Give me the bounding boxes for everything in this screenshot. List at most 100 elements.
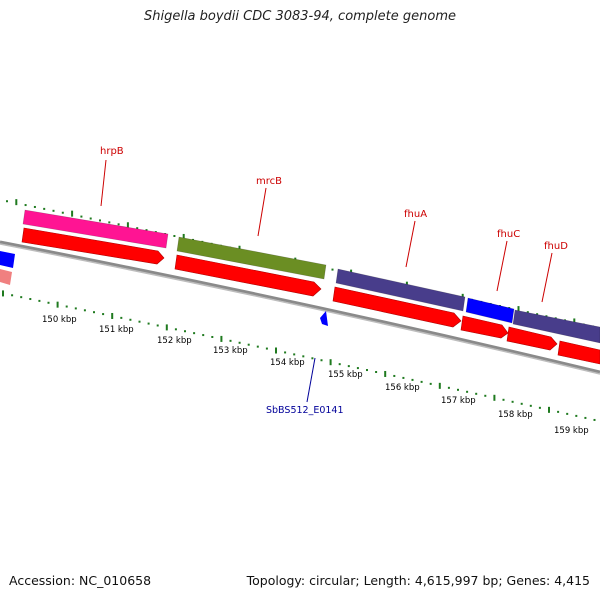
leader-line <box>405 220 416 268</box>
ruler-minor-tick <box>29 298 32 301</box>
ruler-minor-tick <box>129 318 132 321</box>
gene-labels: hrpB mrcB fhuA fhuC fhuD <box>100 146 568 303</box>
ruler-minor-tick <box>311 357 314 360</box>
ruler-label: 158 kbp <box>498 410 533 420</box>
cds-arrow[interactable] <box>21 227 165 265</box>
partial-pink-bar-left[interactable] <box>0 269 12 285</box>
ruler-minor-tick <box>211 335 214 338</box>
outer-minor-tick <box>61 211 64 214</box>
ruler-minor-tick <box>429 382 432 385</box>
cds-arrow[interactable] <box>557 340 600 365</box>
ruler-minor-tick <box>138 320 141 323</box>
outer-major-tick <box>126 222 129 229</box>
leader-line <box>496 240 508 292</box>
genome-backbone <box>0 240 600 374</box>
ruler-minor-tick <box>338 363 341 366</box>
outer-minor-tick <box>145 229 148 232</box>
ruler-minor-tick <box>184 330 186 333</box>
ruler-major-tick <box>111 312 114 319</box>
map-title: Shigella boydii CDC 3083-94, complete ge… <box>143 9 457 24</box>
ruler-minor-tick <box>502 398 505 401</box>
ruler-minor-tick <box>38 299 41 302</box>
outer-minor-tick <box>108 221 111 224</box>
ruler-minor-tick <box>393 374 396 377</box>
outer-minor-tick <box>331 268 334 271</box>
outer-minor-tick <box>6 200 8 203</box>
ruler-minor-tick <box>447 386 450 389</box>
fhuA-gene-bar[interactable] <box>335 268 466 312</box>
ruler-major-tick <box>548 406 550 413</box>
topology-text: Topology: circular; Length: 4,615,997 bp… <box>246 573 590 588</box>
ruler-minor-tick <box>256 345 259 348</box>
ruler-minor-tick <box>375 371 378 374</box>
gene-label-fhuC[interactable]: fhuC <box>497 229 520 240</box>
outer-minor-tick <box>545 315 548 318</box>
ruler-minor-tick <box>293 353 296 356</box>
misc-feature: SbBS512_E0141 <box>266 311 344 416</box>
gene-label-fhuD[interactable]: fhuD <box>544 241 568 252</box>
ruler-minor-tick <box>156 324 159 327</box>
ruler-minor-tick <box>93 311 95 314</box>
fhuC-gene-bar[interactable] <box>465 297 515 324</box>
ruler-minor-tick <box>247 343 250 346</box>
ruler-major-tick <box>56 301 59 308</box>
ruler-label: 159 kbp <box>554 426 589 436</box>
ruler-minor-tick <box>529 404 532 407</box>
gene-label-mrcB[interactable]: mrcB <box>256 176 282 187</box>
ruler-minor-tick <box>557 410 560 413</box>
misc-feature-marker[interactable] <box>320 311 328 326</box>
ruler-label: 153 kbp <box>213 346 248 356</box>
ruler-minor-tick <box>120 316 123 319</box>
ruler-minor-tick <box>566 412 569 415</box>
gene-track <box>0 209 600 344</box>
ruler-minor-tick <box>11 294 14 297</box>
ruler-minor-tick <box>402 376 405 379</box>
ruler-tick-row <box>2 290 596 421</box>
fhuD-gene-bar[interactable] <box>512 309 600 344</box>
ruler-major-tick <box>275 347 277 354</box>
partial-gene-bar-left[interactable] <box>0 251 15 268</box>
ruler-minor-tick <box>265 347 268 350</box>
ruler-labels: 150 kbp 151 kbp 152 kbp 153 kbp 154 kbp 155 k… <box>42 315 589 436</box>
outer-minor-tick <box>526 311 529 314</box>
ruler-minor-tick <box>193 332 196 335</box>
cds-arrow[interactable] <box>174 254 322 297</box>
genome-backbone-shadow <box>0 243 600 375</box>
ruler-major-tick <box>2 290 4 297</box>
cds-arrow[interactable] <box>332 286 462 328</box>
ruler-minor-tick <box>74 307 77 310</box>
ruler-minor-tick <box>102 313 105 316</box>
leader-line <box>257 187 267 237</box>
mrcB-gene-bar[interactable] <box>176 236 327 280</box>
outer-minor-tick <box>536 313 539 316</box>
ruler-minor-tick <box>356 367 359 370</box>
ruler-minor-tick <box>511 400 514 403</box>
outer-minor-tick <box>80 215 83 218</box>
cds-track <box>21 227 600 365</box>
accession-text: Accession: NC_010658 <box>9 573 152 588</box>
outer-minor-tick <box>43 207 46 210</box>
ruler-minor-tick <box>229 339 232 342</box>
ruler-minor-tick <box>484 394 487 397</box>
ruler-minor-tick <box>202 334 205 337</box>
outer-minor-tick <box>117 223 120 226</box>
ruler-minor-tick <box>238 341 241 344</box>
leader-line <box>541 252 553 303</box>
outer-major-tick <box>182 233 185 240</box>
ruler-minor-tick <box>284 351 287 354</box>
cds-arrow[interactable] <box>506 326 558 351</box>
ruler-minor-tick <box>47 301 50 304</box>
ruler-minor-tick <box>420 380 423 383</box>
ruler-minor-tick <box>174 328 177 331</box>
hrpB-gene-bar[interactable] <box>22 209 169 249</box>
misc-feature-label[interactable]: SbBS512_E0141 <box>266 405 344 416</box>
outer-major-tick <box>71 210 74 217</box>
ruler-major-tick <box>493 394 496 401</box>
cds-arrow[interactable] <box>460 315 509 339</box>
outer-minor-tick <box>173 234 176 237</box>
gene-label-fhuA[interactable]: fhuA <box>404 209 427 220</box>
ruler-major-tick <box>438 382 441 389</box>
gene-label-hrpB[interactable]: hrpB <box>100 146 124 157</box>
ruler-major-tick <box>329 359 332 366</box>
